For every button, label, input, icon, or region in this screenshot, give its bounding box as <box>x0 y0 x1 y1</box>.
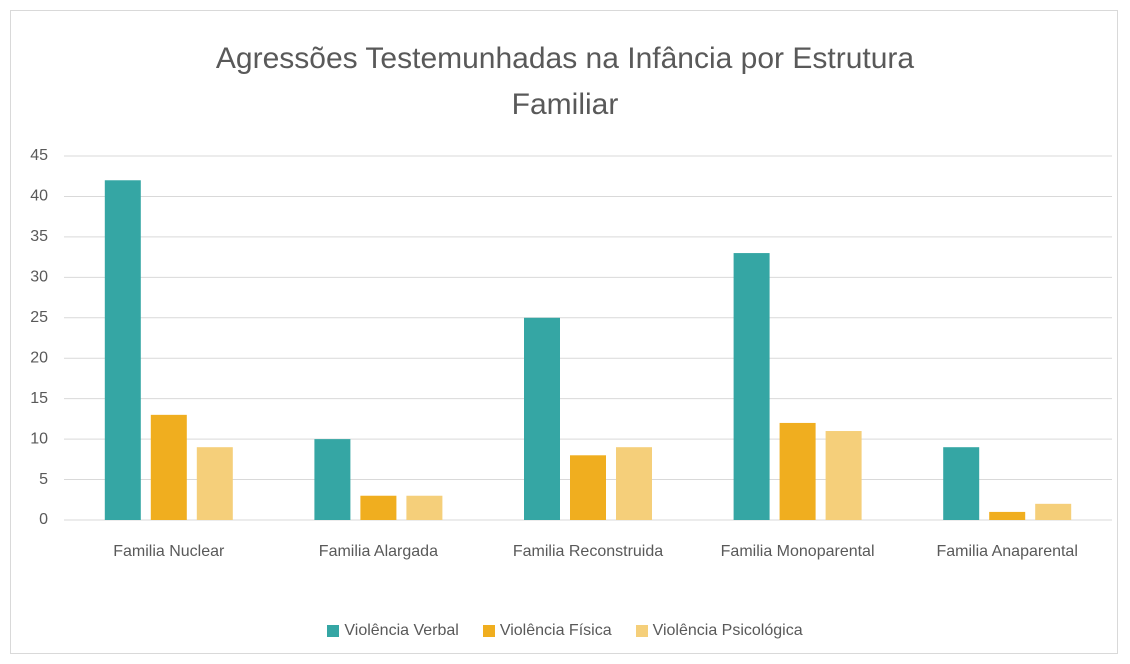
y-tick-label: 10 <box>30 430 48 447</box>
legend-swatch <box>635 625 648 637</box>
x-tick-label: Familia Alargada <box>318 543 438 560</box>
legend-label: Violência Verbal <box>344 622 459 639</box>
x-tick-label: Familia Nuclear <box>113 543 225 560</box>
x-tick-label: Familia Anaparental <box>936 543 1078 560</box>
bar <box>314 439 351 520</box>
legend-swatch <box>482 625 495 637</box>
bar <box>989 511 1026 520</box>
bar <box>360 495 397 520</box>
y-tick-label: 30 <box>30 269 48 286</box>
x-tick-label: Familia Monoparental <box>720 543 875 560</box>
y-tick-label: 0 <box>39 511 48 528</box>
chart-frame <box>10 10 1118 654</box>
legend-item: Violência Física <box>482 622 612 640</box>
chart-title: Agressões Testemunhadas na Infância por … <box>215 42 915 121</box>
y-tick-label: 45 <box>30 147 48 164</box>
legend-label: Violência Física <box>499 622 612 639</box>
x-tick-label: Familia Reconstruida <box>512 543 664 560</box>
legend: Violência Verbal Violência Física Violênci… <box>0 622 1130 640</box>
legend-item: Violência Psicológica <box>635 622 803 640</box>
bar <box>524 317 560 520</box>
bar <box>779 422 816 520</box>
legend-label: Violência Psicológica <box>652 622 803 639</box>
legend-item: Violência Verbal <box>327 622 459 640</box>
bar <box>570 455 606 520</box>
bar <box>150 414 187 520</box>
bar <box>196 447 233 520</box>
bar <box>104 180 141 520</box>
bar <box>406 495 443 520</box>
y-tick-label: 15 <box>30 390 48 407</box>
y-tick-label: 25 <box>30 309 48 326</box>
y-tick-label: 35 <box>30 228 48 245</box>
y-tick-label: 5 <box>39 471 48 488</box>
y-tick-label: 20 <box>30 349 48 366</box>
bar <box>733 253 770 521</box>
legend-swatch <box>327 625 340 637</box>
bar <box>943 447 980 520</box>
bar <box>616 447 652 520</box>
y-tick-label: 40 <box>30 188 48 205</box>
bar <box>1035 503 1072 520</box>
bar <box>825 431 862 520</box>
